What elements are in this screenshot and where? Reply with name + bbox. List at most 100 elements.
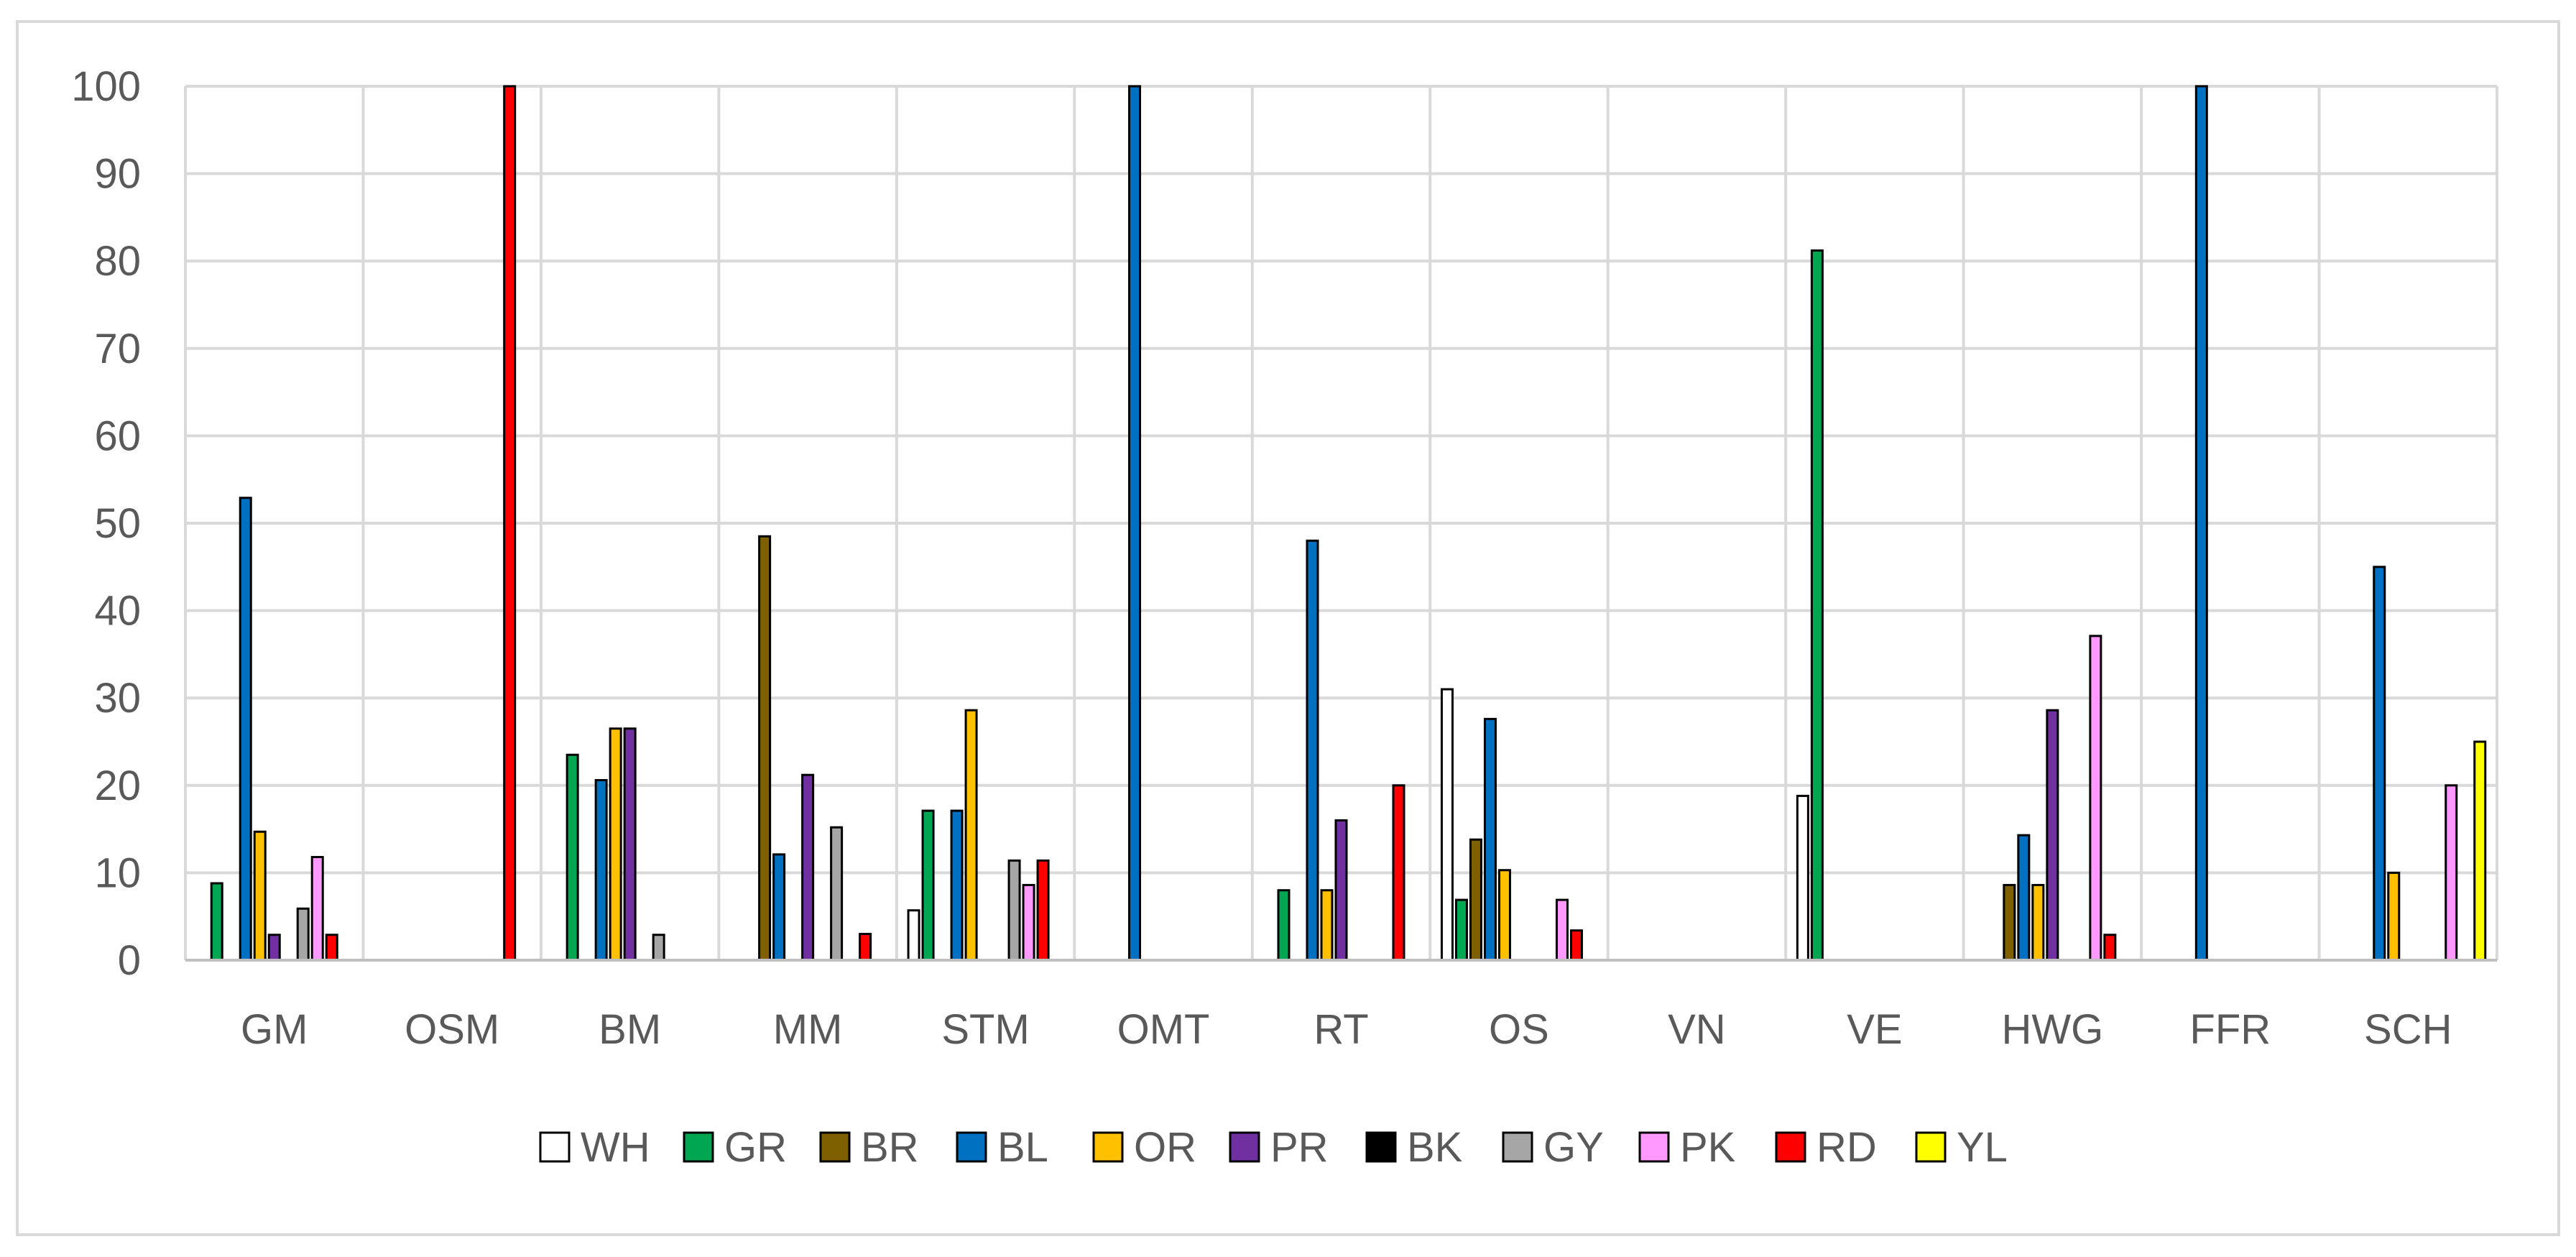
legend-label: PK	[1680, 1124, 1736, 1171]
x-tick-label: RT	[1314, 1006, 1368, 1053]
bar-pr-mm	[801, 773, 815, 962]
legend-label: GR	[724, 1124, 787, 1171]
x-tick-label: OMT	[1117, 1006, 1210, 1053]
bar-gr-ve	[1810, 249, 1824, 962]
legend-label: OR	[1134, 1124, 1196, 1171]
bar-bl-omt	[1128, 85, 1142, 962]
bar-or-stm	[964, 709, 978, 962]
bar-or-bm	[609, 727, 622, 962]
bar-gr-stm	[921, 809, 935, 962]
legend-swatch-bk	[1365, 1131, 1397, 1163]
x-tick-label: HWG	[2001, 1006, 2103, 1053]
legend-swatch-gy	[1502, 1131, 1533, 1163]
y-tick-label: 80	[94, 238, 141, 285]
bar-pk-hwg	[2089, 635, 2102, 962]
bar-rd-stm	[1036, 859, 1050, 962]
bar-pr-hwg	[2046, 709, 2059, 962]
bar-gr-rt	[1277, 889, 1291, 962]
bar-or-hwg	[2031, 883, 2045, 962]
bar-gr-bm	[565, 753, 579, 962]
bars	[210, 85, 2487, 962]
y-tick-label: 40	[94, 588, 141, 635]
chart-frame	[16, 20, 2560, 1236]
legend-swatch-or	[1092, 1131, 1124, 1163]
y-tick-label: 10	[94, 849, 141, 896]
legend-swatch-bl	[956, 1131, 987, 1163]
bar-or-gm	[253, 830, 267, 962]
x-tick-label: OSM	[405, 1006, 499, 1053]
y-tick-label: 70	[94, 326, 141, 372]
y-tick-label: 30	[94, 675, 141, 722]
bar-gy-gm	[296, 907, 310, 962]
legend-label: WH	[581, 1124, 650, 1171]
bar-pr-rt	[1334, 819, 1348, 962]
x-tick-label: GM	[241, 1006, 308, 1053]
bar-br-mm	[758, 535, 772, 962]
bar-rd-hwg	[2103, 934, 2117, 962]
y-tick-label: 60	[94, 413, 141, 459]
legend-label: BR	[861, 1124, 919, 1171]
legend-label: RD	[1816, 1124, 1877, 1171]
bar-wh-stm	[907, 909, 920, 962]
bar-bl-hwg	[2017, 834, 2031, 962]
legend-swatch-yl	[1915, 1131, 1947, 1163]
bar-gr-os	[1454, 898, 1468, 962]
legend-swatch-br	[819, 1131, 851, 1163]
x-tick-label: BM	[599, 1006, 661, 1053]
legend: WH GR BR BL OR PR BK GY PK RD YL	[539, 1124, 2008, 1171]
bar-yl-sch	[2473, 740, 2487, 962]
bar-pk-gm	[310, 856, 324, 962]
bar-br-hwg	[2003, 883, 2016, 962]
bar-rd-osm	[503, 85, 517, 962]
bar-bl-rt	[1306, 539, 1319, 962]
bar-gy-bm	[652, 934, 665, 962]
bar-bl-mm	[772, 853, 786, 962]
legend-swatch-pk	[1638, 1131, 1670, 1163]
legend-swatch-wh	[539, 1131, 571, 1163]
bar-rd-gm	[325, 934, 338, 962]
bar-bl-ffr	[2194, 85, 2208, 962]
bar-rd-rt	[1392, 784, 1405, 962]
x-axis-ticks: GM OSM BM MM STM OMT RT OS VN VE HWG FFR SCH	[241, 1006, 2452, 1053]
y-tick-label: 100	[71, 63, 141, 110]
x-tick-label: SCH	[2364, 1006, 2452, 1053]
legend-swatch-gr	[683, 1131, 714, 1163]
legend-label: BK	[1407, 1124, 1463, 1171]
bar-pr-bm	[623, 727, 637, 962]
bar-gy-mm	[830, 826, 844, 962]
bar-br-os	[1469, 838, 1482, 962]
bar-or-rt	[1320, 889, 1334, 962]
bar-rd-os	[1569, 929, 1583, 962]
y-tick-label: 90	[94, 151, 141, 198]
bar-bl-gm	[239, 497, 252, 962]
y-axis-ticks: 0 10 20 30 40 50 60 70 80 90 100	[71, 63, 141, 984]
y-tick-label: 0	[118, 937, 141, 984]
legend-swatch-pr	[1229, 1131, 1260, 1163]
x-tick-label: VN	[1668, 1006, 1726, 1053]
bar-pk-os	[1555, 898, 1569, 962]
bar-bl-sch	[2373, 566, 2386, 962]
bar-pr-gm	[267, 934, 281, 962]
bar-bl-stm	[950, 809, 964, 962]
bar-gy-stm	[1007, 859, 1021, 962]
legend-label: YL	[1957, 1124, 2008, 1171]
legend-label: GY	[1543, 1124, 1604, 1171]
bar-bl-os	[1483, 717, 1497, 962]
y-tick-label: 20	[94, 763, 141, 809]
legend-swatch-rd	[1775, 1131, 1806, 1163]
y-tick-label: 50	[94, 500, 141, 547]
bar-wh-ve	[1796, 794, 1809, 962]
bar-or-os	[1497, 869, 1511, 962]
bar-pk-sch	[2445, 784, 2458, 962]
bar-bl-bm	[594, 779, 608, 962]
x-tick-label: MM	[773, 1006, 843, 1053]
bar-pk-stm	[1022, 883, 1035, 962]
x-tick-label: STM	[941, 1006, 1029, 1053]
legend-label: BL	[997, 1124, 1048, 1171]
bar-or-sch	[2387, 871, 2401, 962]
x-tick-label: FFR	[2189, 1006, 2271, 1053]
x-tick-label: VE	[1847, 1006, 1902, 1053]
bar-gr-gm	[210, 882, 223, 962]
legend-label: PR	[1270, 1124, 1329, 1171]
